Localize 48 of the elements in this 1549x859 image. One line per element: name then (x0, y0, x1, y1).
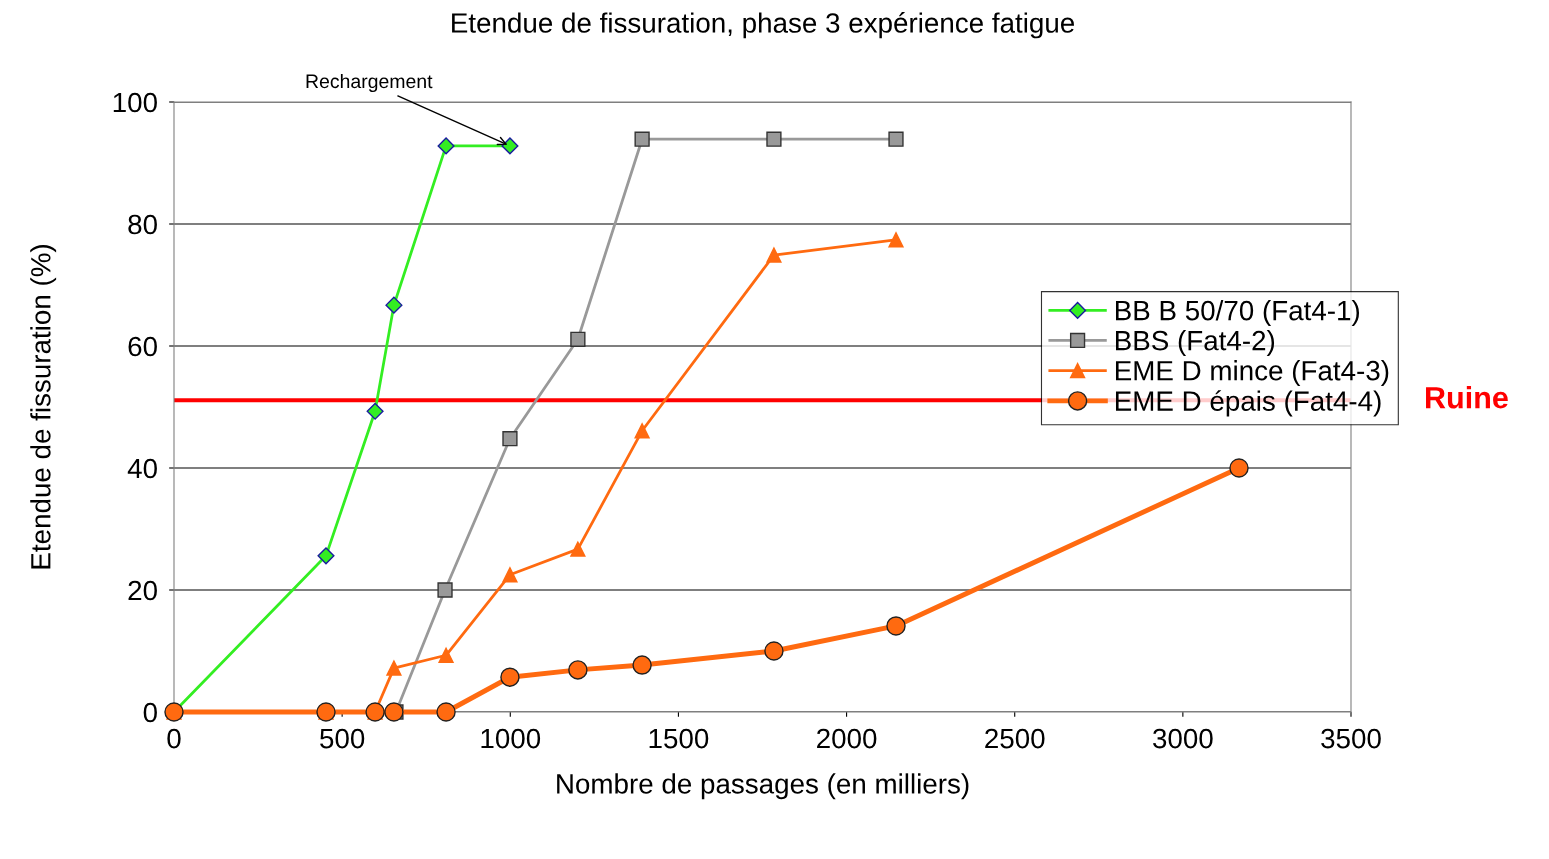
x-tick-label: 2500 (985, 728, 1045, 749)
ref-line-label: Ruine (1426, 386, 1508, 409)
point (886, 616, 906, 636)
point (437, 137, 455, 155)
y-tick-label: 40 (127, 458, 157, 479)
chart-title: Etendue de fissuration, phase 3 expérience fatigue (452, 12, 1075, 39)
point (502, 567, 518, 583)
point (766, 247, 782, 263)
point (632, 655, 652, 675)
y-tick-label: 60 (128, 336, 157, 357)
legend-label: EME D mince (Fat4-3) (1115, 360, 1389, 386)
point (385, 296, 403, 314)
x-tick-label: 3000 (1153, 728, 1213, 749)
point (766, 131, 782, 147)
point (436, 702, 456, 722)
point (888, 232, 904, 248)
point (634, 131, 650, 147)
point (1229, 458, 1249, 478)
point (568, 660, 588, 680)
annotation: Rechargement (306, 73, 433, 93)
point (888, 131, 904, 147)
y-axis-title: Etendue de fissuration (%) (30, 245, 57, 569)
y-tick-label: 100 (113, 92, 157, 113)
point (764, 641, 784, 661)
legend-label: BB B 50/70 (Fat4-1) (1115, 300, 1360, 326)
legend-label: EME D épais (Fat4-4) (1115, 390, 1381, 417)
y-tick-label: 0 (143, 702, 157, 723)
point (386, 660, 402, 676)
point (570, 331, 586, 347)
x-tick-label: 500 (320, 728, 365, 749)
x-tick-label: 3500 (1321, 728, 1381, 749)
point (500, 667, 520, 687)
point (384, 702, 404, 722)
point (570, 541, 586, 557)
legend-label: BBS (Fat4-2) (1115, 330, 1275, 356)
point (438, 647, 454, 663)
point (634, 423, 650, 439)
x-tick-label: 0 (167, 728, 181, 749)
point (437, 582, 453, 598)
point (317, 547, 335, 565)
y-tick-label: 80 (128, 214, 157, 235)
point (366, 402, 384, 420)
y-tick-label: 20 (128, 580, 157, 601)
x-tick-label: 2000 (817, 728, 877, 749)
x-tick-label: 1000 (481, 728, 541, 749)
x-axis-title: Nombre de passages (en milliers) (557, 773, 969, 800)
x-tick-label: 1500 (649, 728, 709, 749)
point (502, 431, 518, 447)
